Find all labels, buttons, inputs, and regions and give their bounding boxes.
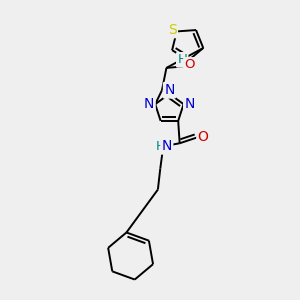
Text: N: N	[162, 139, 172, 153]
Text: N: N	[144, 97, 154, 111]
Text: H: H	[177, 53, 187, 66]
Text: H: H	[155, 140, 165, 153]
Text: O: O	[184, 58, 195, 71]
Text: N: N	[164, 83, 175, 97]
Text: S: S	[168, 23, 177, 37]
Text: O: O	[197, 130, 208, 144]
Text: N: N	[184, 97, 195, 111]
